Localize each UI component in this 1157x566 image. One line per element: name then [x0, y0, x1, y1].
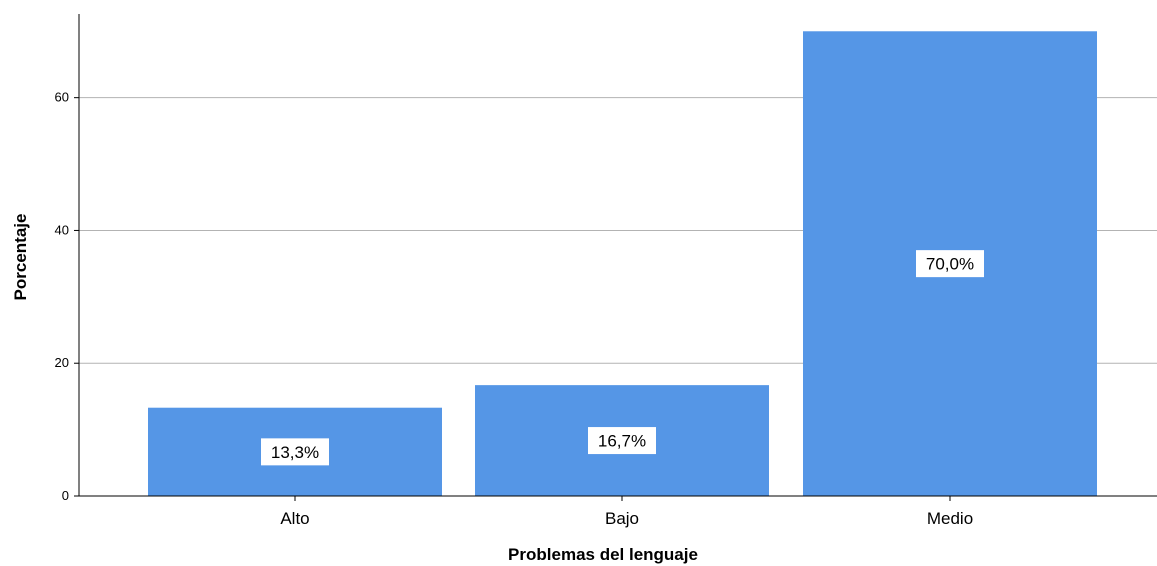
y-tick-label: 20: [55, 355, 69, 370]
x-axis-title: Problemas del lenguaje: [508, 545, 698, 564]
x-tick-label: Bajo: [605, 509, 639, 528]
y-tick-label: 60: [55, 90, 69, 105]
y-axis-title: Porcentaje: [11, 214, 30, 301]
data-labels: 13,3% 16,7% 70,0%: [261, 250, 984, 466]
axes: [78, 14, 1157, 497]
x-tick-label: Alto: [280, 509, 309, 528]
data-label: 16,7%: [598, 432, 646, 451]
y-tick-label: 0: [62, 488, 69, 503]
y-tick-label: 40: [55, 222, 69, 237]
y-tick-labels: 0 20 40 60: [55, 90, 79, 503]
data-label: 13,3%: [271, 443, 319, 462]
x-tick-labels: Alto Bajo Medio: [280, 496, 973, 528]
x-tick-label: Medio: [927, 509, 973, 528]
data-label: 70,0%: [926, 255, 974, 274]
data-label-box: [261, 438, 329, 466]
data-label-box: [588, 427, 656, 455]
data-label-box: [916, 250, 984, 278]
